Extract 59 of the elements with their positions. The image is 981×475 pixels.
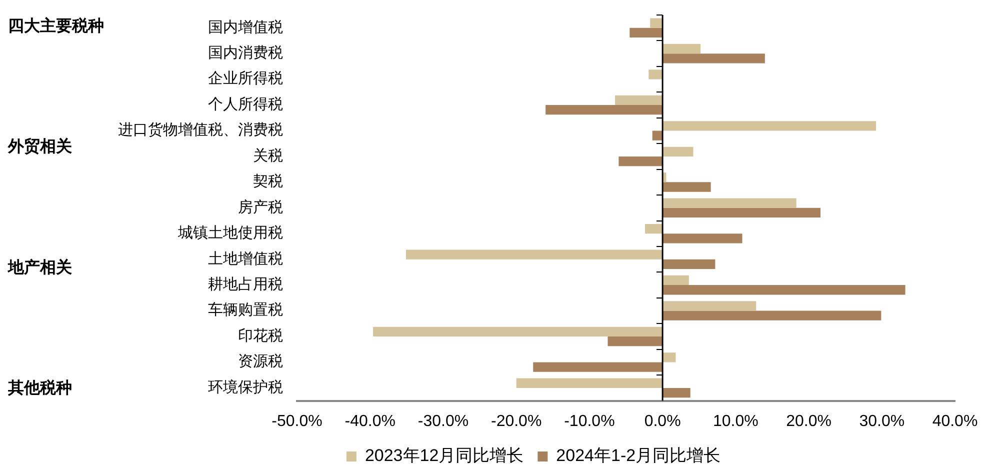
y-tick-label: 国内增值税 <box>208 18 283 36</box>
y-tick-label: 企业所得税 <box>208 70 283 88</box>
y-tick-label: 资源税 <box>238 353 283 370</box>
bar <box>662 275 689 286</box>
bar <box>546 105 663 115</box>
x-tick-label: 0.0% <box>644 412 681 430</box>
text: 外贸相关 <box>7 138 72 156</box>
bar <box>662 121 876 131</box>
bar <box>652 130 663 140</box>
legend-label: 2023年12月同比增长 <box>364 446 524 466</box>
x-tick-label: -50.0% <box>272 412 322 430</box>
bar <box>406 250 663 260</box>
bar <box>615 95 663 106</box>
y-tick-label: 城镇土地使用税 <box>177 224 283 242</box>
bar <box>662 352 676 362</box>
x-tick-label: 40.0% <box>932 412 978 430</box>
text: 四大主要税种 <box>8 16 104 36</box>
y-tick-label: 车辆购置税 <box>208 302 283 319</box>
x-tick-label: -10.0% <box>564 412 615 430</box>
y-tick-label: 契税 <box>253 173 283 190</box>
y-tick-label: 国内消费税 <box>208 44 283 62</box>
x-tick-label: 30.0% <box>859 412 905 430</box>
x-tick-label: -20.0% <box>490 412 542 430</box>
bar <box>645 224 663 234</box>
x-tick-label: 20.0% <box>786 412 832 430</box>
bar <box>662 198 796 208</box>
y-tick-label: 印花税 <box>238 327 283 344</box>
bar <box>662 301 756 311</box>
bar <box>662 54 765 64</box>
bar <box>662 388 690 398</box>
bar <box>648 70 663 80</box>
bar <box>618 156 663 166</box>
bar <box>650 18 663 28</box>
text: 其他税种 <box>7 378 72 397</box>
y-tick-label: 耕地占用税 <box>208 276 283 293</box>
y-tick-label: 土地增值税 <box>208 250 283 268</box>
y-tick-label: 进口货物增值税、消费税 <box>118 122 283 139</box>
bar <box>662 146 694 156</box>
bar <box>630 28 663 38</box>
bar <box>662 182 711 192</box>
y-tick-label: 个人所得税 <box>208 96 283 113</box>
bar <box>662 259 716 269</box>
bar <box>662 234 742 244</box>
y-tick-label: 环境保护税 <box>208 378 283 396</box>
x-tick-label: -30.0% <box>418 412 469 430</box>
bar <box>662 310 882 320</box>
bar <box>662 44 701 54</box>
bar <box>516 378 663 388</box>
bar <box>533 362 663 372</box>
legend-label: 2024年1-2月同比增长 <box>556 446 721 466</box>
y-tick-label: 关税 <box>253 147 283 164</box>
bar <box>662 285 906 295</box>
bar <box>662 208 820 218</box>
bar <box>373 326 663 336</box>
text: 地产相关 <box>7 258 72 276</box>
x-tick-label: -40.0% <box>344 412 396 430</box>
x-tick-label: 10.0% <box>712 412 758 430</box>
bar <box>608 336 663 346</box>
y-tick-label: 房产税 <box>238 198 283 216</box>
